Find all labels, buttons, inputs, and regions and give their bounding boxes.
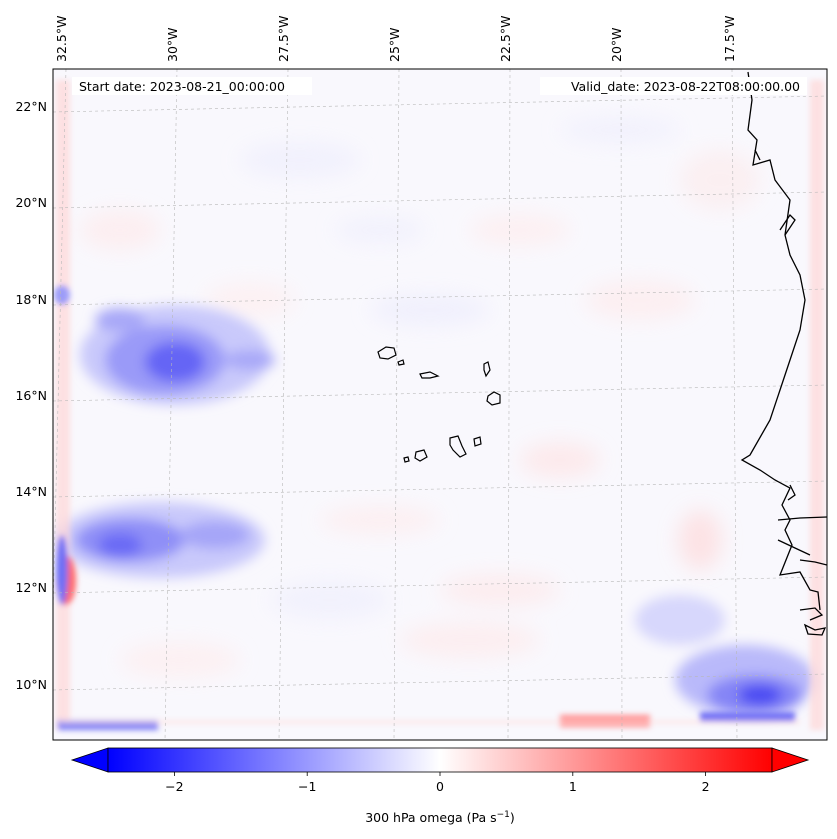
island-santiago	[449, 435, 467, 458]
descent-cluster-southeast	[635, 595, 815, 715]
island-maio	[473, 436, 482, 447]
island-sao-nicolau	[419, 371, 440, 379]
start-date-text: Start date: 2023-08-21_00:00:00	[79, 79, 285, 94]
longitude-labels: 32.5°W 30°W 27.5°W 25°W 22.5°W 20°W 17.5…	[54, 16, 737, 62]
island-boa-vista	[486, 391, 501, 406]
descent-cluster-north	[80, 305, 275, 405]
lon-label: 27.5°W	[276, 16, 291, 62]
lat-label: 22°N	[15, 99, 47, 114]
island-sao-vicente	[397, 359, 405, 366]
lat-label: 16°N	[15, 388, 47, 403]
valid-date-text: Valid_date: 2023-08-22T08:00:00.00	[571, 79, 800, 94]
lat-label: 20°N	[15, 195, 47, 210]
africa-coastline	[740, 71, 821, 611]
colorbar-tick-label: −1	[298, 779, 316, 794]
lat-label: 14°N	[15, 484, 47, 499]
lon-label: 17.5°W	[722, 16, 737, 62]
lat-label: 18°N	[15, 292, 47, 307]
cape-verde-islands	[377, 346, 501, 463]
colorbar-tick-label: −2	[165, 779, 183, 794]
start-date-box	[72, 77, 312, 95]
colorbar: −2 −1 0 1 2 300 hPa omega (Pa s−1)	[70, 747, 810, 825]
island-brava	[403, 456, 410, 463]
map-frame	[52, 68, 828, 741]
colorbar-tick-label: 0	[436, 779, 444, 794]
gridlines	[53, 69, 827, 740]
colorbar-ticks: −2 −1 0 1 2	[165, 772, 710, 794]
omega-field	[53, 69, 827, 740]
colorbar-label: 300 hPa omega (Pa s−1)	[365, 810, 515, 825]
island-fogo	[414, 449, 428, 462]
lon-label: 30°W	[165, 27, 180, 62]
latitude-labels: 22°N 20°N 18°N 16°N 14°N 12°N 10°N	[15, 99, 47, 692]
lat-label: 10°N	[15, 677, 47, 692]
colorbar-tick-label: 1	[569, 779, 577, 794]
colorbar-body	[107, 747, 773, 773]
lon-label: 20°W	[609, 27, 624, 62]
island-santo-antao	[377, 346, 397, 360]
island-sal	[483, 361, 491, 378]
colorbar-tick-label: 2	[702, 779, 710, 794]
lon-label: 32.5°W	[54, 16, 69, 62]
lon-label: 25°W	[387, 27, 402, 62]
lon-label: 22.5°W	[498, 16, 513, 62]
colorbar-extend-high	[771, 747, 810, 773]
coastlines	[740, 71, 827, 636]
valid-date-box	[540, 77, 807, 95]
boundary-artifacts	[54, 80, 824, 730]
descent-cluster-south	[55, 502, 265, 578]
faint-patches	[80, 116, 760, 678]
colorbar-extend-low	[70, 747, 109, 773]
lat-label: 12°N	[15, 580, 47, 595]
